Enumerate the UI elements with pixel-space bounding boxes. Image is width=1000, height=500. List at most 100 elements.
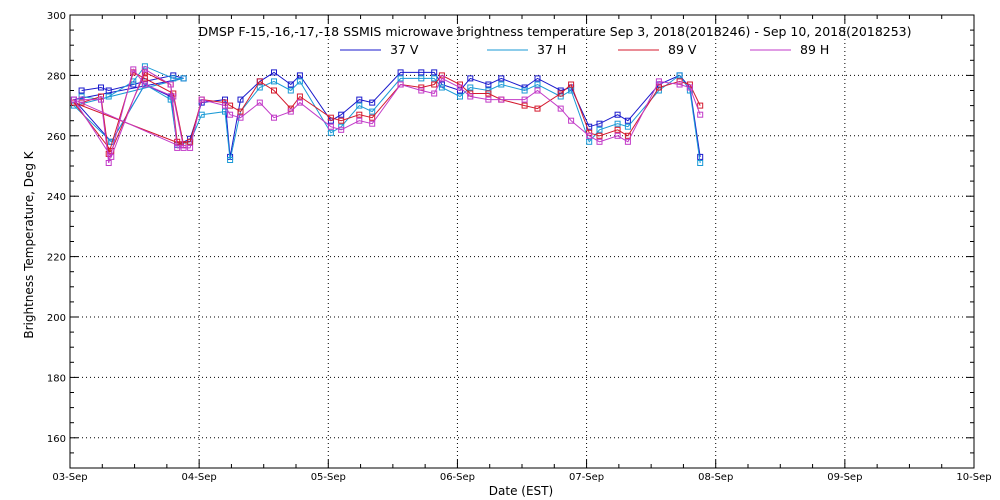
data-point — [256, 99, 263, 106]
data-point — [141, 81, 148, 88]
data-point — [271, 87, 277, 94]
data-point — [271, 78, 277, 85]
data-point — [557, 105, 564, 112]
y-tick-label: 200 — [47, 313, 66, 324]
data-point — [568, 117, 575, 124]
data-point — [167, 81, 174, 88]
data-point — [356, 96, 363, 103]
data-point — [614, 111, 621, 118]
y-tick-label: 300 — [47, 11, 66, 22]
y-tick-label: 220 — [47, 253, 66, 264]
data-point — [686, 84, 693, 91]
data-point — [108, 153, 115, 160]
data-point — [534, 75, 541, 82]
data-point — [78, 96, 85, 103]
x-tick-label: 05-Sep — [311, 472, 346, 483]
legend: 37 V 37 H 89 V 89 H — [340, 42, 829, 57]
legend-label: 37 V — [390, 42, 419, 57]
data-point — [356, 117, 363, 124]
data-point — [697, 102, 704, 109]
data-point — [397, 81, 404, 88]
legend-entry: 37 V — [340, 42, 419, 57]
data-point — [586, 138, 593, 145]
data-point — [418, 75, 425, 82]
x-tick-label: 04-Sep — [182, 472, 217, 483]
data-point — [397, 75, 404, 82]
data-point — [170, 75, 177, 82]
y-axis: 160 180 200 220 240 260 280 300 — [47, 11, 974, 469]
data-point — [287, 87, 294, 94]
data-point — [655, 78, 662, 85]
data-point — [438, 75, 445, 82]
data-point — [614, 126, 621, 133]
data-point — [141, 66, 148, 73]
data-point — [457, 93, 463, 100]
data-point — [534, 81, 541, 88]
data-point — [271, 69, 277, 76]
data-point — [369, 120, 376, 127]
data-point — [596, 120, 603, 127]
data-point — [614, 120, 621, 127]
x-tick-label: 07-Sep — [569, 472, 604, 483]
data-point — [557, 90, 564, 97]
data-point — [296, 93, 303, 100]
data-point — [222, 108, 228, 115]
series-line — [72, 68, 701, 164]
x-tick-label: 06-Sep — [440, 472, 475, 483]
data-point — [338, 111, 345, 118]
data-point — [237, 114, 244, 121]
data-point — [586, 132, 593, 139]
data-point — [431, 90, 438, 97]
data-point — [105, 160, 112, 166]
series-line — [72, 71, 701, 157]
series-89-h — [70, 66, 704, 166]
legend-entry: 89 V — [618, 42, 697, 57]
data-point — [356, 111, 363, 118]
series-37-h — [70, 63, 704, 166]
series-line — [72, 65, 701, 164]
data-point — [369, 99, 376, 106]
data-point — [296, 72, 303, 79]
data-point — [457, 84, 463, 91]
data-point — [70, 96, 77, 103]
data-point — [467, 84, 474, 91]
x-tick-label: 09-Sep — [827, 472, 862, 483]
x-tick-label: 08-Sep — [698, 472, 733, 483]
data-point — [174, 144, 181, 151]
legend-label: 89 H — [800, 42, 829, 57]
x-tick-label: 10-Sep — [956, 472, 991, 483]
data-point — [287, 108, 294, 115]
data-point — [431, 75, 438, 82]
data-point — [222, 102, 228, 109]
data-point — [98, 84, 104, 91]
data-point — [614, 132, 621, 139]
data-point — [485, 96, 492, 103]
data-point — [418, 69, 425, 76]
legend-label: 89 V — [668, 42, 697, 57]
data-point — [271, 114, 277, 121]
data-point — [327, 114, 334, 121]
data-point — [676, 72, 683, 79]
data-point — [338, 117, 345, 124]
data-point — [98, 93, 104, 100]
data-point — [105, 87, 112, 94]
data-point — [187, 144, 194, 151]
data-point — [198, 111, 205, 118]
data-point — [498, 81, 505, 88]
data-point — [187, 138, 194, 145]
legend-entry: 89 H — [750, 42, 829, 57]
data-point — [485, 90, 492, 97]
x-axis-title: Date (EST) — [489, 484, 553, 498]
data-point — [676, 78, 683, 85]
data-point — [498, 75, 505, 82]
chart-title: DMSP F-15,-16,-17,-18 SSMIS microwave br… — [198, 24, 911, 39]
data-point — [485, 81, 492, 88]
data-point — [568, 81, 575, 88]
data-point — [521, 96, 528, 103]
data-point — [338, 123, 345, 130]
data-point — [237, 108, 244, 115]
data-point — [98, 96, 104, 103]
y-tick-label: 260 — [47, 132, 66, 143]
data-point — [256, 78, 263, 85]
